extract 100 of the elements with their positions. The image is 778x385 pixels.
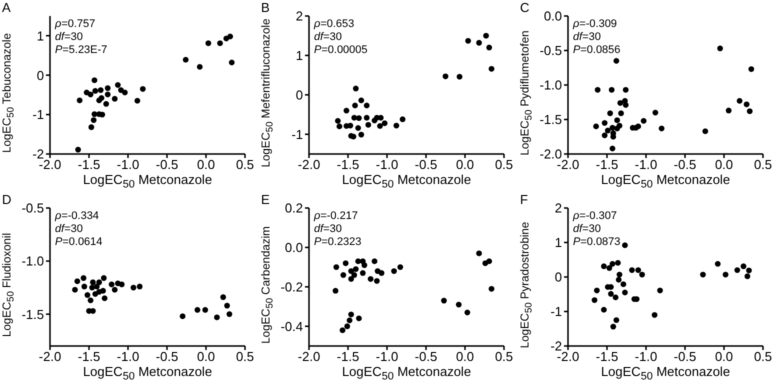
x-tick-label: -1.5 — [78, 349, 100, 364]
point — [352, 86, 359, 92]
point — [72, 286, 78, 293]
point — [717, 46, 723, 52]
x-tick-label: -0.5 — [156, 157, 178, 172]
point — [374, 278, 380, 284]
point — [441, 298, 447, 304]
point — [342, 260, 349, 266]
point — [122, 90, 128, 96]
point — [602, 132, 608, 138]
point — [351, 272, 358, 278]
x-tick-label: 0.0 — [196, 157, 216, 172]
x-tick-label: 0.0 — [714, 157, 734, 172]
x-tick-label: -0.5 — [156, 349, 178, 364]
point — [612, 294, 618, 300]
x-tick-label: 0.0 — [196, 349, 216, 364]
point — [604, 128, 611, 134]
x-axis-title: LogEC$_{50}$ Metconazole — [82, 364, 214, 383]
chart-title: E — [261, 192, 270, 207]
point — [620, 281, 626, 288]
point — [658, 126, 664, 132]
x-tick-label: -1.5 — [336, 349, 360, 364]
point — [622, 102, 629, 108]
point — [722, 272, 728, 278]
x-axis-title: LogEC$_{50}$ Metconazole — [82, 172, 214, 191]
y-tick-label: 1 — [554, 235, 562, 250]
y-tick-label: 0.2 — [284, 200, 303, 216]
point — [352, 102, 358, 108]
x-tick-label: -0.5 — [674, 157, 696, 172]
point — [348, 312, 354, 318]
x-tick-label: -1.0 — [116, 157, 140, 172]
point — [334, 118, 341, 124]
point — [736, 98, 742, 104]
y-tick-label: -1.5 — [22, 306, 44, 322]
point — [486, 258, 492, 264]
chart-title: B — [261, 0, 270, 15]
point — [610, 261, 616, 267]
annotation: P=0.0856 — [573, 44, 620, 56]
point — [382, 120, 388, 126]
point — [465, 38, 471, 44]
point — [180, 313, 186, 320]
y-tick-label: -1.5 — [540, 112, 562, 128]
annotation: ρ=0.653 — [314, 18, 354, 30]
point — [346, 318, 352, 324]
point — [112, 286, 118, 293]
point — [610, 124, 616, 131]
y-tick-label: -0.5 — [22, 200, 44, 216]
point — [378, 270, 384, 276]
point — [488, 286, 494, 292]
point — [98, 87, 104, 93]
point — [622, 290, 628, 296]
point — [100, 275, 107, 281]
x-tick-label: -0.5 — [674, 349, 696, 364]
point — [224, 302, 230, 309]
point — [486, 44, 492, 50]
x-tick-label: -0.5 — [414, 349, 438, 364]
point — [108, 282, 114, 288]
point — [368, 276, 374, 282]
point — [205, 40, 212, 46]
x-tick-label: 0.5 — [236, 157, 254, 172]
point — [618, 110, 624, 116]
point — [98, 95, 104, 101]
point — [746, 108, 753, 114]
point — [456, 74, 462, 80]
point — [601, 306, 607, 313]
y-tick-label: 0 — [36, 68, 44, 83]
point — [740, 263, 746, 270]
point — [364, 114, 370, 121]
point — [615, 260, 621, 266]
point — [616, 276, 622, 283]
point — [75, 146, 81, 153]
y-tick-label: 0.0 — [284, 240, 303, 256]
y-tick-label: 1 — [296, 48, 303, 64]
point — [100, 288, 106, 294]
point — [352, 266, 359, 272]
point — [74, 278, 80, 284]
annotation: ρ=-0.309 — [573, 18, 617, 30]
point — [617, 100, 624, 106]
point — [622, 86, 629, 93]
point — [488, 66, 494, 72]
y-tick-label: -2 — [550, 338, 562, 354]
x-tick-label: -1.5 — [336, 157, 360, 172]
annotation: ρ=-0.334 — [55, 210, 99, 222]
annotation: df=30 — [314, 223, 342, 235]
point — [114, 82, 121, 88]
point — [702, 128, 708, 134]
point — [356, 316, 362, 322]
x-tick-label: -1.0 — [634, 157, 658, 172]
point — [76, 98, 83, 104]
point — [88, 92, 94, 98]
point — [348, 276, 354, 282]
point — [358, 98, 364, 104]
x-tick-label: 0.5 — [754, 157, 772, 172]
point — [726, 108, 732, 114]
point — [629, 267, 635, 273]
point — [94, 284, 100, 290]
x-tick-label: -1.0 — [634, 349, 658, 364]
point — [442, 73, 448, 80]
x-axis-title: LogEC$_{50}$ Metconazole — [340, 172, 472, 191]
point — [744, 273, 750, 280]
